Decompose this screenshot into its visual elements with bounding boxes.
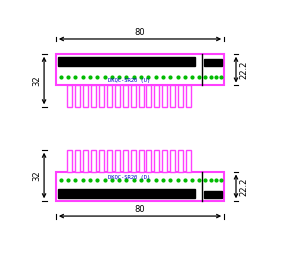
Bar <box>67 150 72 172</box>
Bar <box>115 150 120 172</box>
Bar <box>204 59 222 66</box>
Bar <box>107 86 112 107</box>
Bar <box>75 86 80 107</box>
Bar <box>146 86 152 107</box>
Bar <box>170 86 175 107</box>
Bar <box>56 54 224 86</box>
Bar <box>83 150 88 172</box>
Bar <box>115 86 120 107</box>
Bar <box>67 86 72 107</box>
Bar <box>170 150 175 172</box>
Text: 22.2: 22.2 <box>239 61 248 79</box>
Bar <box>139 150 144 172</box>
Bar <box>186 150 191 172</box>
Bar <box>178 86 183 107</box>
Bar <box>139 86 144 107</box>
Bar <box>91 150 96 172</box>
Bar <box>131 86 135 107</box>
Bar <box>91 86 96 107</box>
Bar <box>58 189 195 198</box>
Bar <box>99 150 104 172</box>
Bar <box>75 150 80 172</box>
Bar <box>204 191 222 198</box>
Text: DKQC-SR20 (D): DKQC-SR20 (D) <box>108 174 150 179</box>
Bar <box>186 86 191 107</box>
Bar <box>107 150 112 172</box>
Bar <box>83 86 88 107</box>
Bar <box>178 150 183 172</box>
Text: DKQC-SR20 (U): DKQC-SR20 (U) <box>108 77 150 82</box>
Bar <box>146 150 152 172</box>
Text: 32: 32 <box>32 75 41 86</box>
Bar <box>58 57 195 66</box>
Bar <box>154 86 159 107</box>
Text: 32: 32 <box>32 170 41 181</box>
Bar <box>154 150 159 172</box>
Bar <box>131 150 135 172</box>
Text: 80: 80 <box>135 205 145 214</box>
Bar <box>99 86 104 107</box>
Bar <box>123 86 128 107</box>
Text: 80: 80 <box>135 28 145 37</box>
Bar <box>123 150 128 172</box>
Bar <box>56 172 224 201</box>
Text: 22.2: 22.2 <box>239 177 248 196</box>
Bar <box>162 150 167 172</box>
Bar <box>162 86 167 107</box>
